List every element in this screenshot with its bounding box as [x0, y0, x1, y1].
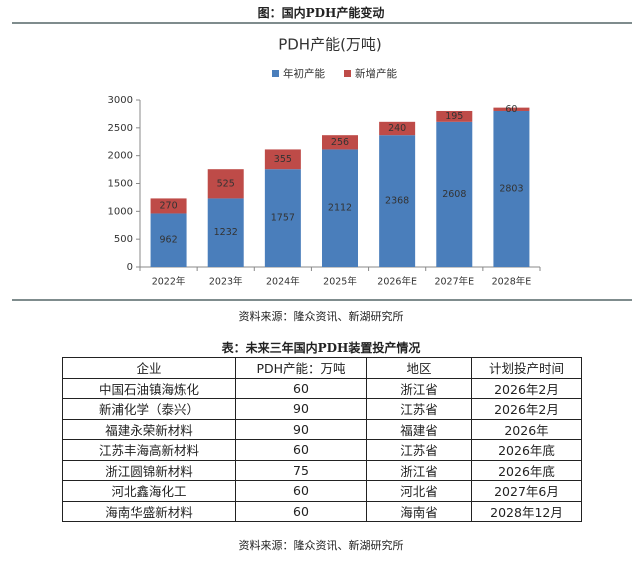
legend-label: 新增产能 — [355, 67, 397, 80]
table-cell: 75 — [235, 459, 367, 481]
x-tick-label: 2024年 — [266, 276, 300, 288]
table-cell: 90 — [235, 418, 367, 440]
table-row: 江苏丰海高新材料 60 江苏省 2026年底 — [62, 439, 582, 461]
data-label: 2368 — [385, 196, 409, 207]
bar-segment — [379, 121, 416, 136]
x-tick-label: 2027年E — [434, 276, 474, 288]
legend-label: 年初产能 — [283, 67, 325, 80]
bar-segment — [379, 135, 416, 267]
y-tick-label: 2500 — [108, 123, 133, 134]
y-tick-label: 2000 — [108, 151, 133, 162]
table-cell: 福建省 — [366, 418, 472, 440]
table-cell: 地区 — [366, 357, 472, 379]
table-cell: PDH产能：万吨 — [235, 357, 367, 379]
bar-segment — [207, 198, 244, 267]
bar-segment — [436, 110, 473, 122]
data-label: 355 — [274, 154, 292, 165]
table-cell: 中国石油镇海炼化 — [62, 377, 236, 399]
bar-segment — [493, 110, 530, 267]
bar-segment — [493, 107, 530, 111]
table-cell: 2026年底 — [471, 439, 582, 461]
table-cell: 浙江省 — [366, 377, 472, 399]
table-cell: 新浦化学（泰兴） — [62, 398, 236, 420]
data-label: 1232 — [214, 227, 238, 238]
y-tick-label: 3000 — [108, 95, 133, 106]
y-tick-label: 1000 — [108, 206, 133, 217]
y-tick-label: 0 — [127, 262, 133, 273]
y-tick-label: 500 — [114, 234, 133, 245]
data-label: 195 — [445, 111, 463, 122]
x-tick-label: 2026年E — [377, 276, 417, 288]
table-row: 河北鑫海化工 60 河北省 2027年6月 — [62, 480, 582, 502]
y-tick-label: 1500 — [108, 179, 133, 190]
data-label: 60 — [505, 104, 517, 115]
data-label: 525 — [217, 178, 235, 189]
table-cell: 海南华盛新材料 — [62, 500, 236, 522]
table-cell: 60 — [235, 439, 367, 461]
table-cell: 60 — [235, 480, 367, 502]
table-row: 新浦化学（泰兴） 90 江苏省 2026年2月 — [62, 398, 582, 420]
x-tick-label: 2022年 — [152, 276, 186, 288]
data-label: 2608 — [442, 189, 466, 200]
chart-title: PDH产能(万吨) — [278, 36, 382, 54]
table-cell: 企业 — [62, 357, 236, 379]
table-row: 浙江圆锦新材料 75 浙江省 2026年底 — [62, 459, 582, 481]
data-label: 2803 — [499, 183, 523, 194]
table-cell: 江苏省 — [366, 398, 472, 420]
table-row: 海南华盛新材料 60 海南省 2028年12月 — [62, 500, 582, 522]
data-label: 2112 — [328, 203, 352, 214]
bar-segment — [150, 198, 187, 214]
legend-swatch — [344, 70, 351, 77]
chart-source: 资料来源：隆众资讯、新湖研究所 — [238, 310, 404, 323]
table-row: 企业 PDH产能：万吨 地区 计划投产时间 — [62, 357, 582, 379]
data-label: 270 — [160, 200, 178, 211]
rule — [12, 22, 632, 24]
table-cell: 江苏省 — [366, 439, 472, 461]
bar-segment — [264, 149, 301, 170]
rule — [12, 299, 632, 301]
table-cell: 60 — [235, 500, 367, 522]
table-cell: 计划投产时间 — [471, 357, 582, 379]
figure-caption: 图：国内PDH产能变动 — [257, 6, 385, 20]
table-cell: 河北鑫海化工 — [62, 480, 236, 502]
data-label: 256 — [331, 137, 349, 148]
x-tick-label: 2023年 — [209, 276, 243, 288]
table-cell: 2028年12月 — [471, 500, 582, 522]
table-cell: 福建永荣新材料 — [62, 418, 236, 440]
table-cell: 海南省 — [366, 500, 472, 522]
table-row: 福建永荣新材料 90 福建省 2026年 — [62, 418, 582, 440]
table-cell: 90 — [235, 398, 367, 420]
table-cell: 河北省 — [366, 480, 472, 502]
legend-swatch — [272, 70, 279, 77]
table-row: 中国石油镇海炼化 60 浙江省 2026年2月 — [62, 377, 582, 399]
bar-segment — [150, 213, 187, 267]
table-cell: 2026年 — [471, 418, 582, 440]
data-label: 962 — [160, 235, 178, 246]
table-cell: 江苏丰海高新材料 — [62, 439, 236, 461]
table-cell: 2026年2月 — [471, 398, 582, 420]
x-tick-label: 2025年 — [323, 276, 357, 288]
table-source: 资料来源：隆众资讯、新湖研究所 — [238, 539, 404, 552]
bar-segment — [207, 169, 244, 199]
table-cell: 60 — [235, 377, 367, 399]
bar-segment — [322, 149, 358, 267]
data-label: 1757 — [271, 213, 295, 224]
bar-segment — [436, 121, 473, 267]
table-cell: 2027年6月 — [471, 480, 582, 502]
bar-segment — [322, 135, 358, 150]
table-caption: 表：未来三年国内PDH装置投产情况 — [221, 341, 421, 355]
data-label: 240 — [388, 123, 406, 134]
table-cell: 浙江圆锦新材料 — [62, 459, 236, 481]
x-tick-label: 2028年E — [492, 276, 532, 288]
table-cell: 浙江省 — [366, 459, 472, 481]
table: 企业 PDH产能：万吨 地区 计划投产时间 中国石油镇海炼化 60 浙江省 2026年2月 新浦… — [62, 357, 582, 522]
table-cell: 2026年2月 — [471, 377, 582, 399]
table-cell: 2026年底 — [471, 459, 582, 481]
chart: PDH产能(万吨) 年初产能 新增产能 0 500 1000 1500 2000 2500 30… — [108, 36, 541, 288]
bar-segment — [264, 169, 301, 267]
